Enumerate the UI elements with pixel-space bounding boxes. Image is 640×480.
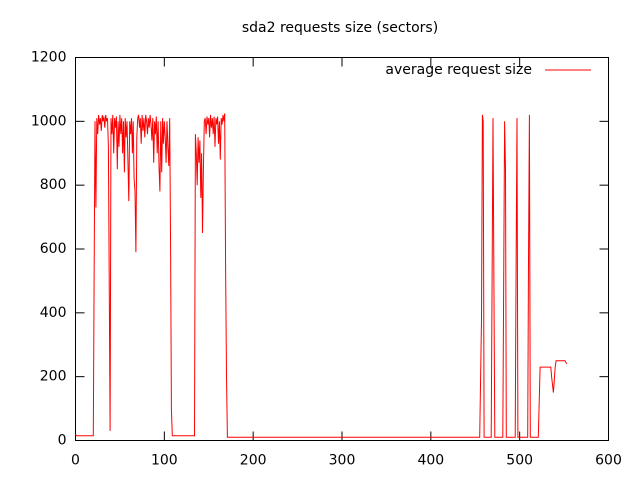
legend-label: average request size xyxy=(385,62,532,78)
x-tick-label: 400 xyxy=(417,453,444,469)
y-tick-label: 1000 xyxy=(31,113,67,129)
chart-title: sda2 requests size (sectors) xyxy=(242,20,438,36)
x-tick-label: 600 xyxy=(595,453,622,469)
y-tick-label: 800 xyxy=(40,177,67,193)
y-tick-label: 200 xyxy=(40,369,67,385)
y-tick-label: 400 xyxy=(40,305,67,321)
x-tick-label: 500 xyxy=(506,453,533,469)
data-line xyxy=(75,113,568,438)
y-tick-label: 600 xyxy=(40,241,67,257)
x-tick-label: 100 xyxy=(151,453,178,469)
x-tick-label: 0 xyxy=(71,453,80,469)
x-tick-label: 200 xyxy=(240,453,267,469)
y-tick-label: 1200 xyxy=(31,50,67,66)
y-tick-label: 0 xyxy=(58,433,67,449)
x-tick-label: 300 xyxy=(329,453,356,469)
